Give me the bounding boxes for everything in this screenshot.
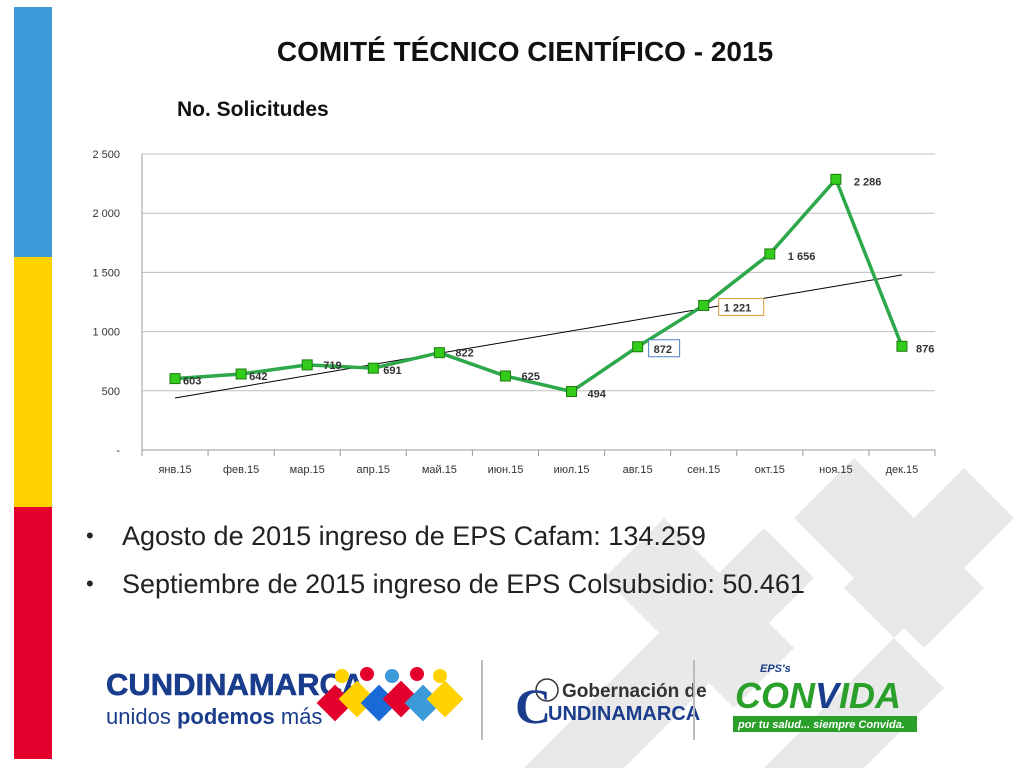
- gobernacion-logo: C Gobernación de UNDINAMARCA: [515, 678, 707, 734]
- y-axis-ticks: - 500 1 000 1 500 2 000 2 500: [92, 149, 120, 457]
- data-point-marker: [433, 347, 445, 359]
- data-point-marker: [896, 340, 908, 352]
- bullet-list: • Agosto de 2015 ingreso de EPS Cafam: 13…: [86, 512, 805, 608]
- footer-logos: CUNDINAMARCA unidos podemos más C Gobern…: [106, 660, 917, 740]
- x-axis-ticks: янв.15 фев.15 мар.15 апр.15 май.15 июн.15 июл.…: [158, 464, 918, 476]
- data-label: 872: [654, 344, 672, 356]
- x-tick-label: июн.15: [488, 464, 524, 476]
- logo-tagline-band: [733, 716, 917, 732]
- x-tick-label: май.15: [422, 464, 457, 476]
- y-tick-label: 2 000: [92, 208, 120, 220]
- trendline: [174, 274, 903, 399]
- data-label: 625: [521, 371, 539, 383]
- people-figures-icon: [316, 667, 464, 722]
- logo-convida-text: CONVIDA: [735, 675, 901, 716]
- logo-slogan-part: podemos: [177, 704, 275, 729]
- logo-undinamarca-text: UNDINAMARCA: [548, 703, 700, 725]
- logo-convida-part: CON: [735, 675, 816, 716]
- y-tick-label: 2 500: [92, 149, 120, 161]
- flag-stripe: [14, 7, 52, 759]
- x-tick-label: июл.15: [554, 464, 590, 476]
- convida-logo: EPS's CONVIDA por tu salud... siempre Co…: [733, 663, 917, 732]
- flag-red-band: [14, 507, 52, 759]
- data-label: 719: [323, 360, 341, 372]
- data-label: 1 221: [724, 302, 752, 314]
- data-point-marker: [235, 368, 247, 380]
- data-label: 691: [383, 365, 401, 377]
- x-tick-label: апр.15: [357, 464, 390, 476]
- trendline-layer: [174, 274, 903, 399]
- data-label: 2 286: [854, 176, 882, 188]
- data-point-marker: [367, 362, 379, 374]
- bullet-item: • Agosto de 2015 ingreso de EPS Cafam: 13…: [86, 512, 805, 560]
- background-watermark: [524, 458, 1014, 768]
- bullet-item: • Septiembre de 2015 ingreso de EPS Colsu…: [86, 560, 805, 608]
- logo-slogan: unidos podemos más: [106, 704, 322, 729]
- data-point-marker: [698, 299, 710, 311]
- x-tick-label: ноя.15: [819, 464, 852, 476]
- data-label: 822: [455, 348, 473, 360]
- data-point-marker: [566, 386, 578, 398]
- data-point-marker: [764, 248, 776, 260]
- y-tick-label: 1 000: [92, 327, 120, 339]
- data-label-box: [718, 297, 765, 316]
- x-tick-label: мар.15: [290, 464, 325, 476]
- logo-cundinamarca-text: CUNDINAMARCA: [106, 667, 364, 702]
- bullet-dot: •: [86, 571, 94, 596]
- x-tick-label: фев.15: [223, 464, 259, 476]
- x-tick-label: дек.15: [886, 464, 919, 476]
- coat-of-arms-icon: [535, 678, 559, 702]
- data-label: 603: [183, 376, 201, 388]
- slide-title: COMITÉ TÉCNICO CIENTÍFICO - 2015: [276, 36, 774, 67]
- data-point-marker: [301, 359, 313, 371]
- chart-subtitle: No. Solicitudes: [177, 98, 329, 121]
- line-chart: - 500 1 000 1 500 2 000 2 500 янв.15 фев.15 мар…: [92, 149, 936, 476]
- x-tick-label: янв.15: [158, 464, 191, 476]
- logo-convida-part: IDA: [839, 675, 901, 716]
- series-line: [174, 177, 904, 394]
- logo-gobernacion-text: Gobernación de: [562, 681, 707, 702]
- x-tick-label: авг.15: [623, 464, 653, 476]
- logo-slogan-part: más: [275, 704, 323, 729]
- data-label-box: [648, 339, 681, 358]
- data-labels: 603 642 719 691 822 625 494 872 1 221 1 656 2 286 8…: [183, 176, 934, 400]
- x-tick-label: окт.15: [755, 464, 785, 476]
- series-layer: [169, 173, 908, 398]
- cundinamarca-logo: CUNDINAMARCA unidos podemos más: [106, 667, 365, 729]
- x-tick-label: сен.15: [687, 464, 720, 476]
- data-point-marker: [632, 341, 644, 353]
- chart-gridlines: [141, 153, 936, 456]
- data-label: 876: [916, 343, 934, 355]
- data-point-marker: [169, 373, 181, 385]
- data-point-marker: [499, 370, 511, 382]
- data-label: 494: [588, 389, 607, 401]
- y-tick-label: 1 500: [92, 267, 120, 279]
- logo-slogan-part: unidos: [106, 704, 177, 729]
- bullet-text: Septiembre de 2015 ingreso de EPS Colsub…: [122, 569, 805, 599]
- logo-initial-c: C: [515, 678, 551, 734]
- data-label: 642: [249, 371, 267, 383]
- y-tick-label: 500: [102, 386, 120, 398]
- logo-tagline-text: por tu salud... siempre Convida.: [737, 719, 905, 731]
- data-point-marker: [830, 173, 842, 185]
- logo-eps-text: EPS's: [760, 663, 791, 675]
- flag-blue-band: [14, 7, 52, 257]
- bullet-text: Agosto de 2015 ingreso de EPS Cafam: 134…: [122, 521, 706, 551]
- bullet-dot: •: [86, 523, 94, 548]
- y-tick-label: -: [116, 445, 120, 457]
- flag-yellow-band: [14, 257, 52, 507]
- data-label: 1 656: [788, 251, 816, 263]
